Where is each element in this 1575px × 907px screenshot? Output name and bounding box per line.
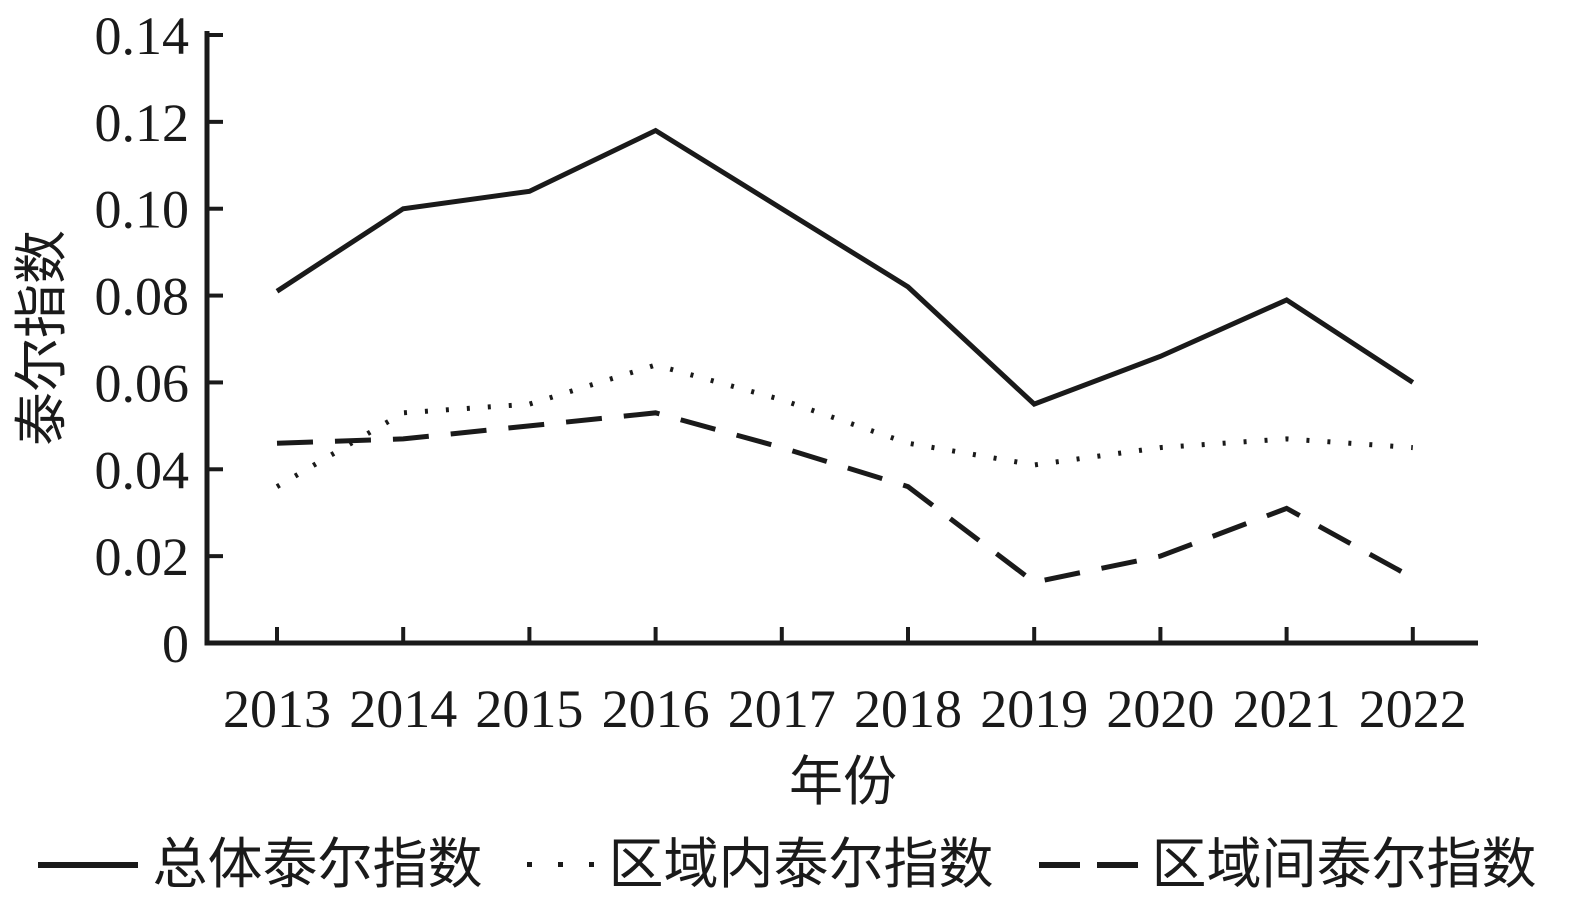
legend-item-within: 区域内泰尔指数 — [527, 834, 994, 895]
y-tick-label: 0.10 — [95, 180, 190, 240]
x-axis-label: 年份 — [789, 752, 897, 812]
dotted-line-sample-icon — [527, 862, 595, 867]
legend-label-within: 区域内泰尔指数 — [608, 834, 994, 895]
x-tick-label: 2014 — [349, 679, 457, 739]
series-line-dotted — [275, 362, 1413, 489]
plot-svg: 00.020.040.060.080.100.120.14 2013 2014 20… — [12, 6, 1478, 812]
y-tick-label: 0 — [162, 614, 189, 674]
x-tick-label: 2015 — [475, 679, 583, 739]
y-tick-label: 0.02 — [95, 527, 190, 587]
x-tick-label: 2020 — [1106, 679, 1214, 739]
x-tick-label: 2021 — [1233, 679, 1341, 739]
y-ticks: 0 0.02 0.04 0.06 0.08 0.10 0.12 0.14 — [95, 6, 223, 674]
y-tick-label: 0.12 — [95, 93, 190, 153]
x-tick-label: 2022 — [1359, 679, 1467, 739]
dashed-line-sample-icon — [1038, 861, 1138, 868]
series-lines — [275, 127, 1415, 585]
solid-line-sample-icon — [38, 861, 139, 868]
x-tick-label: 2019 — [980, 679, 1088, 739]
y-tick-label: 0.04 — [95, 440, 190, 500]
legend: 总体泰尔指数 区域内泰尔指数 区域间泰尔指数 — [0, 822, 1575, 907]
x-tick-label: 2017 — [728, 679, 836, 739]
y-tick-label: 0.14 — [95, 6, 190, 66]
legend-label-between: 区域间泰尔指数 — [1151, 834, 1537, 895]
x-tick-label: 2013 — [223, 679, 331, 739]
y-axis-label: 泰尔指数 — [12, 230, 72, 446]
y-tick-label: 0.06 — [95, 353, 190, 413]
legend-item-total: 总体泰尔指数 — [38, 837, 482, 892]
series-line-solid — [275, 127, 1415, 408]
legend-label-total: 总体泰尔指数 — [152, 834, 483, 895]
x-ticks: 2013 2014 2015 2016 2017 2018 2019 2020 2021 2022 — [223, 627, 1467, 739]
series-line-dashed — [276, 410, 1415, 585]
x-tick-label: 2018 — [854, 679, 962, 739]
legend-item-between: 区域间泰尔指数 — [1038, 834, 1537, 895]
y-tick-label: 0.08 — [95, 267, 190, 327]
x-tick-label: 2016 — [602, 679, 710, 739]
